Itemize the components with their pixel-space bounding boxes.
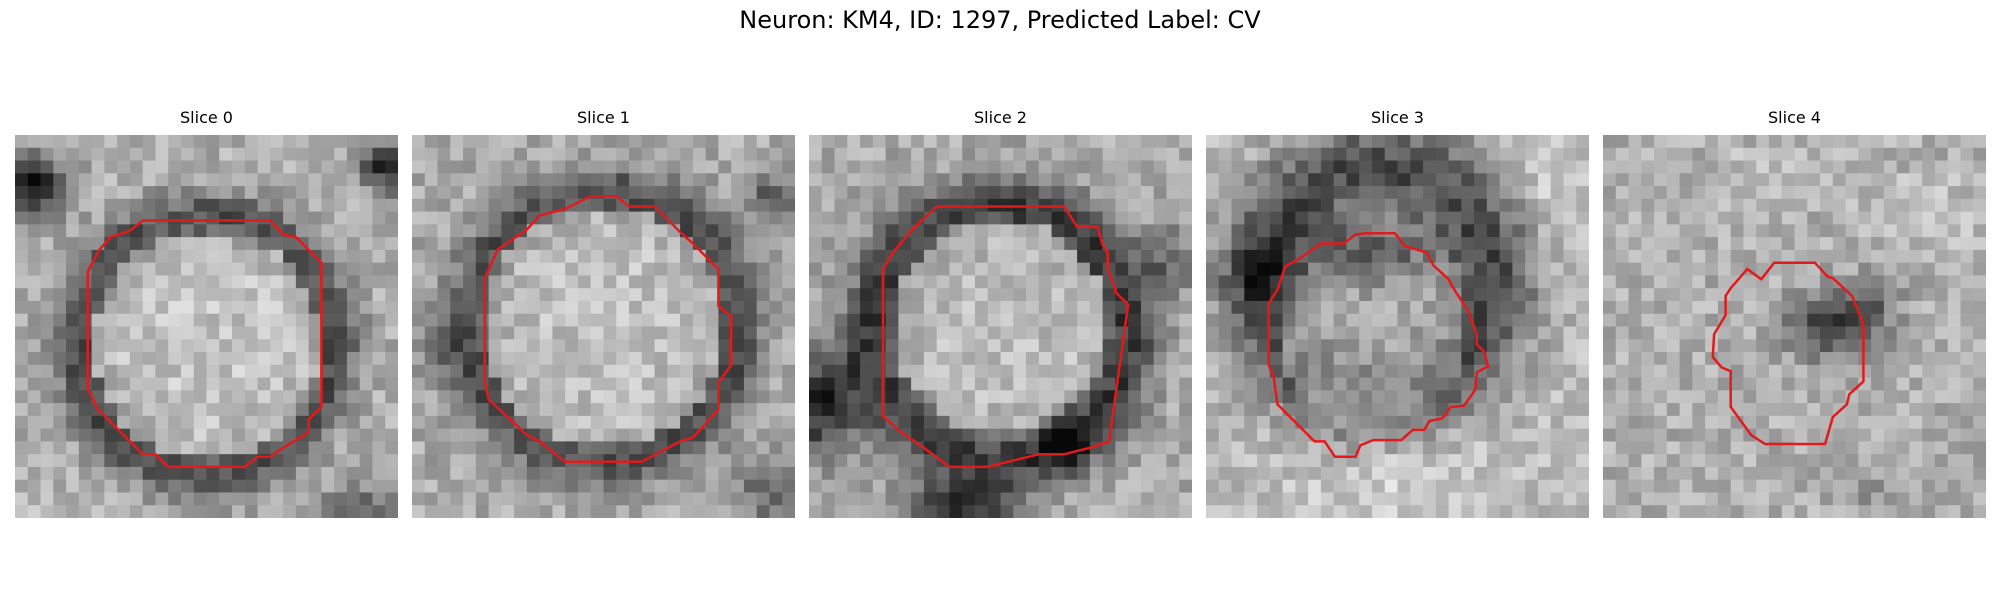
slice-image-2 [809,135,1192,518]
slice-panel-1: Slice 1 [412,108,795,521]
slice-title-1: Slice 1 [577,108,630,127]
slice-image-0 [15,135,398,518]
slice-panel-2: Slice 2 [809,108,1192,521]
slice-image-4 [1603,135,1986,518]
slice-image-1 [412,135,795,518]
slice-title-2: Slice 2 [974,108,1027,127]
slice-panel-0: Slice 0 [15,108,398,521]
figure-title: Neuron: KM4, ID: 1297, Predicted Label: … [739,6,1261,34]
slice-panel-3: Slice 3 [1206,108,1589,521]
slice-title-4: Slice 4 [1768,108,1821,127]
slice-image-3 [1206,135,1589,518]
slice-panel-4: Slice 4 [1603,108,1986,521]
roi-contour [881,205,1130,469]
slice-title-0: Slice 0 [180,108,233,127]
roi-contour [1267,232,1490,458]
roi-contour [483,195,733,464]
slice-title-3: Slice 3 [1371,108,1424,127]
roi-contour [1711,261,1865,446]
roi-contour [86,219,323,469]
